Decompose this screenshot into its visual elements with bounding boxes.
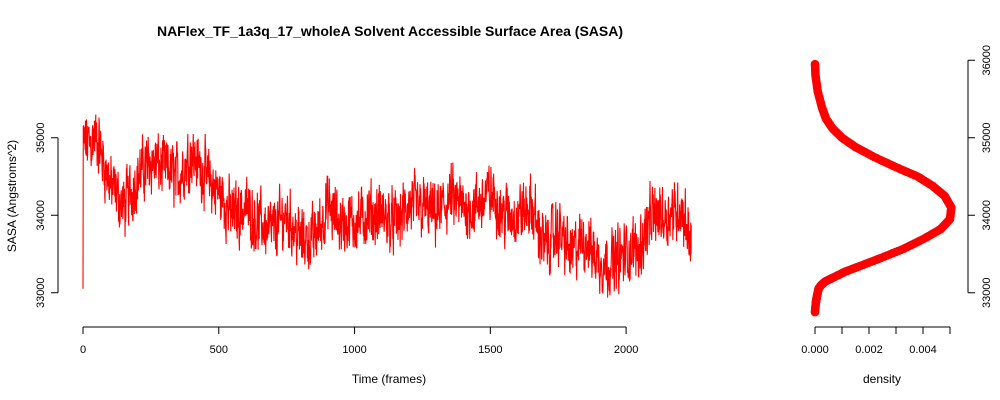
- density-x-tick-label: 0.004: [909, 344, 937, 356]
- density-y-tick-label: 36000: [981, 45, 993, 76]
- density-y-axis: 33000 34000 35000 36000: [967, 45, 993, 308]
- y-tick-label: 34000: [35, 200, 47, 231]
- y-axis-label: SASA (Angstroms^2): [5, 140, 19, 252]
- time-series-plot: 0 500 1000 1500 2000 33000 34000 35000 Time (f…: [5, 114, 692, 386]
- density-y-tick-label: 35000: [981, 122, 993, 153]
- density-x-axis-label: density: [863, 372, 901, 386]
- density-x-tick-label: 0.000: [801, 344, 829, 356]
- y-tick-label: 35000: [35, 122, 47, 153]
- x-axis-label: Time (frames): [352, 372, 426, 386]
- density-x-axis: 0.000 0.002 0.004: [801, 326, 951, 356]
- density-x-tick-label: 0.002: [855, 344, 883, 356]
- x-tick-label: 1000: [342, 344, 366, 356]
- x-tick-label: 500: [210, 344, 228, 356]
- sasa-series-line: [82, 114, 692, 298]
- x-tick-label: 1500: [478, 344, 502, 356]
- y-tick-label: 33000: [35, 277, 47, 308]
- density-plot: 0.000 0.002 0.004 33000 34000 35000 36000 den…: [801, 45, 993, 386]
- density-point: [810, 59, 820, 69]
- x-tick-label: 0: [80, 344, 86, 356]
- chart-title: NAFlex_TF_1a3q_17_wholeA Solvent Accessi…: [157, 23, 623, 39]
- density-y-tick-label: 33000: [981, 277, 993, 308]
- y-axis: 33000 34000 35000: [35, 122, 59, 308]
- x-axis: 0 500 1000 1500 2000: [80, 326, 638, 356]
- density-y-tick-label: 34000: [981, 200, 993, 231]
- x-tick-label: 2000: [614, 344, 638, 356]
- density-points: [810, 59, 956, 317]
